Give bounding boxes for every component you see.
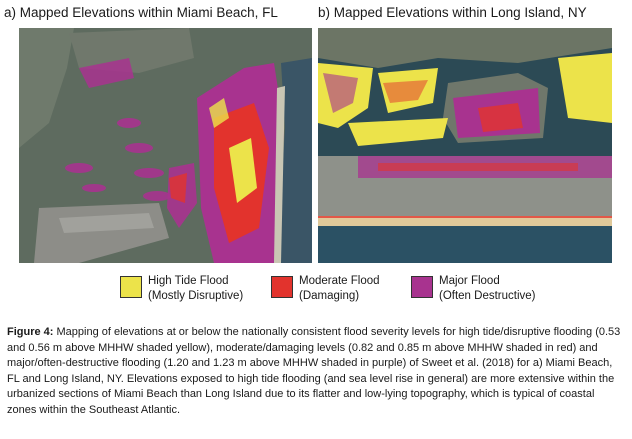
legend-high-tide: High Tide Flood (Mostly Disruptive) [120,274,243,304]
major-label: Major Flood [439,275,500,287]
high-tide-sublabel: (Mostly Disruptive) [148,290,244,302]
flood-legend: High Tide Flood (Mostly Disruptive) Mode… [0,274,632,308]
moderate-swatch [271,276,293,298]
high-tide-swatch [120,276,142,298]
moderate-label: Moderate Flood [299,275,380,287]
panel-b-title: b) Mapped Elevations within Long Island,… [318,5,587,20]
major-sublabel: (Often Destructive) [439,290,536,302]
major-swatch [411,276,433,298]
legend-major: Major Flood (Often Destructive) [411,274,536,304]
high-tide-label: High Tide Flood [148,275,229,287]
panel-a-title: a) Mapped Elevations within Miami Beach,… [4,5,278,20]
caption-label: Figure 4: [7,326,54,338]
moderate-sublabel: (Damaging) [299,290,360,302]
long-island-map [318,28,612,263]
legend-moderate: Moderate Flood (Damaging) [271,274,380,304]
figure-caption: Figure 4: Mapping of elevations at or be… [7,325,625,418]
caption-text: Mapping of elevations at or below the na… [7,326,621,416]
miami-beach-map [19,28,312,263]
